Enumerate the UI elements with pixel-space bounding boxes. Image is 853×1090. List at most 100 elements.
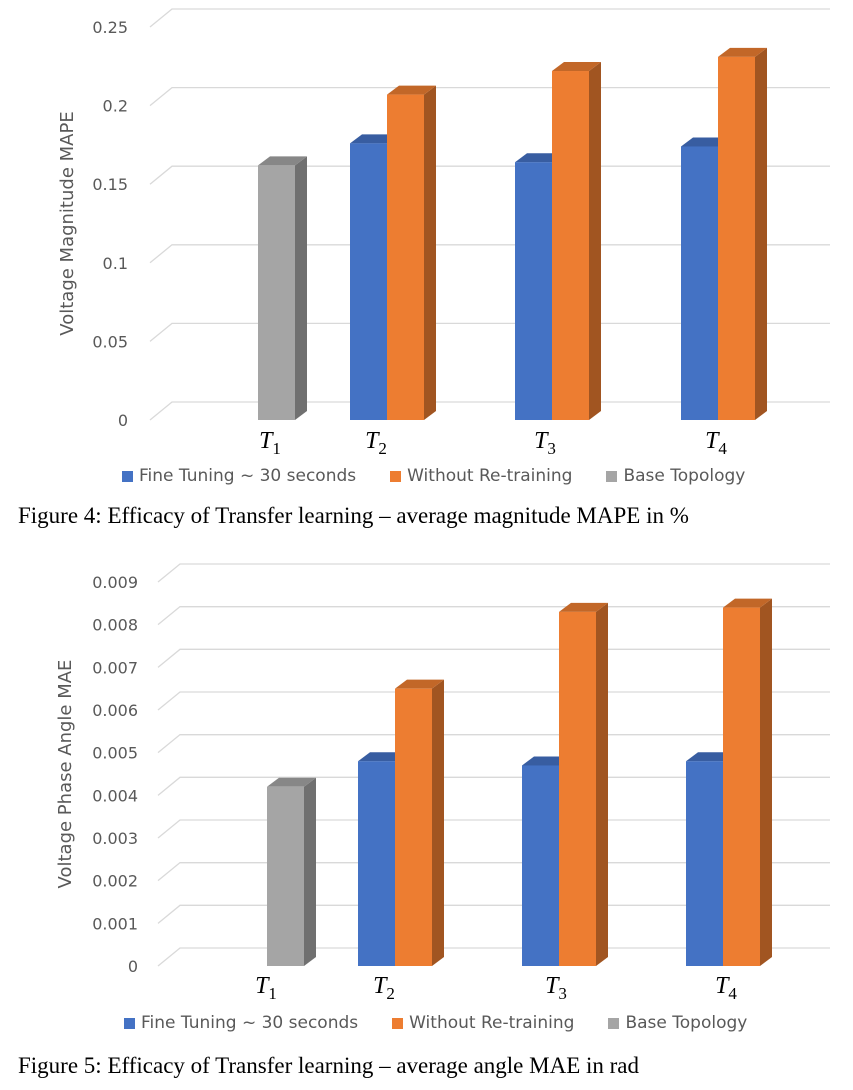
bar-side bbox=[432, 679, 444, 966]
y-tick-label: 0.009 bbox=[92, 573, 138, 592]
legend-label-without-retraining: Without Re-training bbox=[409, 1013, 575, 1033]
legend-swatch-base-topology bbox=[608, 1017, 620, 1029]
y-tick-label: 0.005 bbox=[92, 744, 138, 763]
gridline bbox=[157, 648, 830, 668]
legend-label-base-topology: Base Topology bbox=[625, 1013, 748, 1033]
figure-4: 0 0.05 0.1 0.15 0.2 0.25 Voltage Magnitude MAP… bbox=[18, 8, 830, 528]
bar-side bbox=[760, 598, 772, 966]
gridline bbox=[149, 322, 830, 342]
y-tick-label: 0.15 bbox=[92, 175, 128, 194]
gridline bbox=[149, 8, 830, 28]
gridline bbox=[149, 165, 830, 185]
gridline bbox=[149, 244, 830, 264]
chart-legend: Fine Tuning ~ 30 seconds Without Re-trai… bbox=[122, 466, 779, 486]
gridline bbox=[157, 734, 830, 754]
legend-swatch-fine-tuning bbox=[124, 1017, 135, 1029]
gridline bbox=[149, 86, 830, 107]
legend-item-without-retraining: Without Re-training bbox=[392, 1013, 574, 1033]
bar-without-re-training-t3 bbox=[559, 602, 608, 966]
figure-5: 0 0.001 0.002 0.003 0.004 0.005 0.006 0.007 0.00… bbox=[0, 545, 853, 1090]
x-category-label: T1 bbox=[255, 973, 277, 1003]
legend-swatch-fine-tuning bbox=[122, 470, 133, 482]
bar-top bbox=[267, 777, 316, 787]
chart-phase-angle-mae: 0 0.001 0.002 0.003 0.004 0.005 0.006 0.007 0.00… bbox=[55, 563, 830, 1003]
legend-swatch-without-retraining bbox=[392, 1017, 404, 1029]
bar-front bbox=[559, 611, 596, 966]
bar-front bbox=[552, 71, 589, 421]
y-axis-label: Voltage Phase Angle MAE bbox=[55, 660, 76, 889]
bar-top bbox=[723, 598, 772, 608]
chart-magnitude-mape: 0 0.05 0.1 0.15 0.2 0.25 Voltage Magnitude MAP… bbox=[57, 8, 830, 458]
legend-item-fine-tuning: Fine Tuning ~ 30 seconds bbox=[124, 1013, 358, 1033]
y-tick-label: 0.002 bbox=[92, 872, 138, 891]
bar-top bbox=[258, 156, 307, 166]
legend-swatch-without-retraining bbox=[390, 470, 402, 482]
legend-item-without-retraining: Without Re-training bbox=[390, 466, 572, 486]
bar-front bbox=[350, 143, 387, 420]
x-category-label: T4 bbox=[705, 428, 727, 458]
chart-legend: Fine Tuning ~ 30 seconds Without Re-trai… bbox=[124, 1013, 781, 1033]
y-tick-label: 0.001 bbox=[92, 914, 138, 933]
bar-front bbox=[267, 786, 304, 966]
bar-front bbox=[681, 146, 718, 421]
y-tick-label: 0 bbox=[128, 957, 138, 976]
bar-top bbox=[395, 679, 444, 689]
bar-side bbox=[424, 85, 436, 420]
x-category-label: T1 bbox=[259, 428, 281, 458]
y-tick-label: 0 bbox=[118, 411, 128, 430]
y-tick-label: 0.003 bbox=[92, 829, 138, 848]
legend-label-fine-tuning: Fine Tuning ~ 30 seconds bbox=[139, 466, 357, 486]
y-tick-label: 0.008 bbox=[92, 616, 138, 635]
bar-top bbox=[515, 153, 564, 163]
y-axis-label: Voltage Magnitude MAPE bbox=[57, 111, 78, 335]
bar-without-re-training-t3 bbox=[552, 62, 601, 421]
bar-base-topology-t1 bbox=[258, 156, 307, 420]
bar-front bbox=[387, 94, 424, 420]
bar-side bbox=[755, 47, 767, 420]
legend-label-fine-tuning: Fine Tuning ~ 30 seconds bbox=[141, 1013, 359, 1033]
gridline bbox=[157, 862, 830, 882]
bar-top bbox=[681, 137, 730, 147]
bar-front bbox=[723, 607, 760, 966]
bar-front bbox=[395, 688, 432, 966]
bar-front bbox=[515, 162, 552, 420]
x-category-label: T3 bbox=[534, 428, 556, 458]
gridline bbox=[157, 947, 830, 967]
y-tick-label: 0.007 bbox=[92, 658, 138, 677]
bar-top bbox=[686, 752, 735, 762]
bar-side bbox=[295, 156, 307, 420]
gridline bbox=[157, 819, 830, 839]
bar-side bbox=[304, 777, 316, 966]
bar-front bbox=[358, 761, 395, 966]
bar-top bbox=[522, 756, 571, 766]
bar-side bbox=[589, 62, 601, 421]
bar-without-re-training-t2 bbox=[395, 679, 444, 966]
gridline bbox=[157, 776, 830, 796]
x-category-label: T4 bbox=[715, 973, 737, 1003]
legend-item-base-topology: Base Topology bbox=[608, 1013, 747, 1033]
figure-caption: Figure 4: Efficacy of Transfer learning … bbox=[18, 503, 689, 528]
x-category-label: T2 bbox=[373, 973, 395, 1003]
bar-base-topology-t1 bbox=[267, 777, 316, 966]
legend-label-without-retraining: Without Re-training bbox=[407, 466, 573, 486]
legend-label-base-topology: Base Topology bbox=[623, 466, 746, 486]
gridline bbox=[157, 904, 830, 924]
bar-top bbox=[559, 602, 608, 612]
bar-front bbox=[686, 761, 723, 966]
y-tick-label: 0.25 bbox=[92, 18, 128, 37]
bar-top bbox=[718, 47, 767, 57]
y-tick-label: 0.006 bbox=[92, 701, 138, 720]
y-tick-label: 0.004 bbox=[92, 786, 138, 805]
legend-item-fine-tuning: Fine Tuning ~ 30 seconds bbox=[122, 466, 356, 486]
gridline bbox=[157, 691, 830, 711]
bar-side bbox=[596, 602, 608, 966]
x-category-label: T2 bbox=[365, 428, 387, 458]
x-category-label: T3 bbox=[545, 973, 567, 1003]
y-tick-label: 0.05 bbox=[92, 332, 128, 351]
figure-caption: Figure 5: Efficacy of Transfer learning … bbox=[18, 1053, 640, 1078]
gridline bbox=[157, 563, 830, 583]
legend-swatch-base-topology bbox=[606, 470, 618, 482]
bar-front bbox=[258, 165, 295, 420]
y-tick-label: 0.2 bbox=[103, 97, 128, 116]
bar-front bbox=[522, 765, 559, 966]
